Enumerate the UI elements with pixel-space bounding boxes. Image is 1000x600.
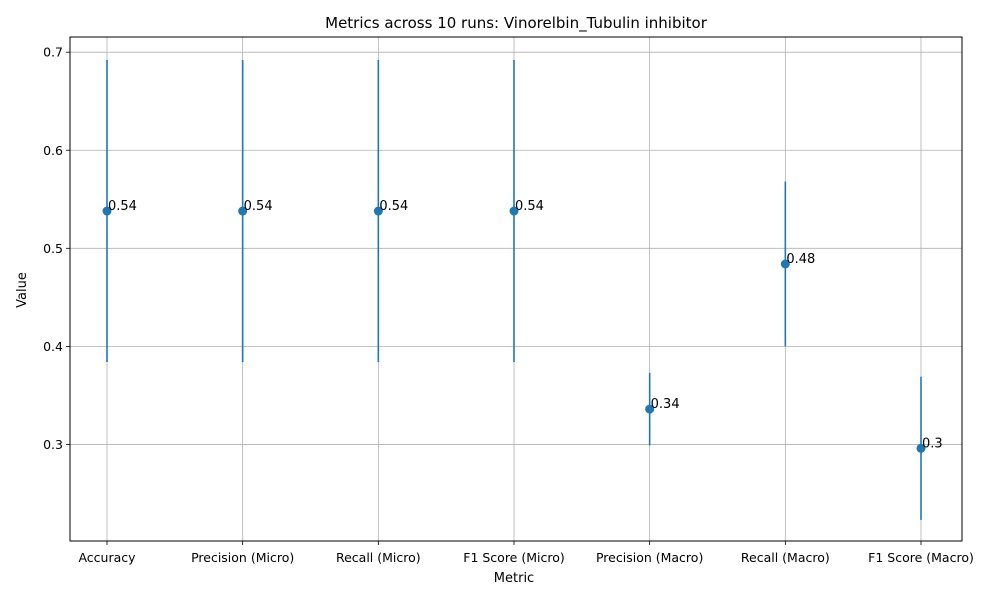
y-tick-label: 0.6 (43, 143, 63, 158)
data-point (645, 404, 655, 414)
data-point (373, 206, 383, 216)
data-point (102, 206, 112, 216)
y-tick-label: 0.3 (43, 437, 63, 452)
series-metrics (102, 60, 926, 520)
data-label: 0.54 (379, 199, 408, 214)
data-point (238, 206, 248, 216)
x-tick-label: Precision (Macro) (596, 550, 703, 565)
y-tick-label: 0.4 (43, 339, 63, 354)
x-tick-label: F1 Score (Macro) (868, 550, 974, 565)
data-point (780, 259, 790, 269)
data-label: 0.54 (515, 199, 544, 214)
data-label: 0.54 (244, 199, 273, 214)
data-point (509, 206, 519, 216)
x-axis-label: Metric (494, 571, 534, 586)
data-label: 0.48 (786, 252, 815, 267)
x-tick-label: Recall (Macro) (741, 550, 830, 565)
y-tick-label: 0.7 (43, 45, 63, 60)
grid-lines (70, 37, 962, 541)
y-tick-label: 0.5 (43, 241, 63, 256)
plot-frame (69, 36, 963, 542)
data-labels: 0.54 0.54 0.54 0.54 0.34 0.48 0.3 (108, 199, 943, 451)
data-label: 0.34 (651, 397, 680, 412)
data-label: 0.3 (922, 436, 943, 451)
x-tick-label: Precision (Micro) (191, 550, 294, 565)
axis-ticks: Accuracy Precision (Micro) Recall (Micro) F… (43, 45, 974, 565)
data-point (916, 443, 926, 453)
y-axis-label: Value (15, 272, 30, 308)
x-tick-label: Recall (Micro) (336, 550, 421, 565)
data-label: 0.54 (108, 199, 137, 214)
x-tick-label: Accuracy (78, 550, 136, 565)
x-tick-label: F1 Score (Micro) (463, 550, 565, 565)
chart-title: Metrics across 10 runs: Vinorelbin_Tubul… (325, 14, 708, 33)
